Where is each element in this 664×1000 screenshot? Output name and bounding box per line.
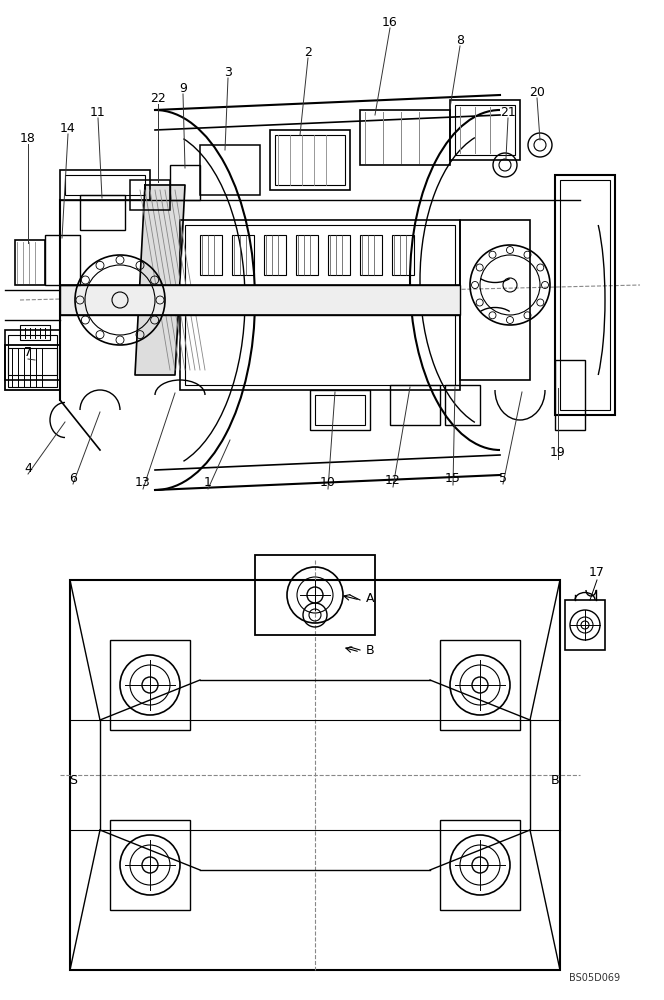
Text: 15: 15 xyxy=(445,473,461,486)
Bar xyxy=(315,395,365,425)
Bar xyxy=(460,220,530,380)
Bar xyxy=(15,240,45,285)
Text: 20: 20 xyxy=(529,86,545,99)
Bar xyxy=(560,180,610,410)
Bar xyxy=(5,330,60,380)
Bar xyxy=(445,385,480,425)
Bar xyxy=(270,130,350,190)
Bar xyxy=(440,640,520,730)
Text: 19: 19 xyxy=(550,446,566,460)
Bar xyxy=(110,820,190,910)
Bar xyxy=(110,640,190,730)
Bar xyxy=(450,100,520,160)
Bar xyxy=(296,235,318,275)
Bar xyxy=(65,175,145,195)
Bar xyxy=(232,235,254,275)
Text: 8: 8 xyxy=(456,33,464,46)
Text: 18: 18 xyxy=(20,131,36,144)
Bar xyxy=(180,220,460,390)
Bar xyxy=(360,110,450,165)
Text: 16: 16 xyxy=(382,15,398,28)
Bar xyxy=(392,235,414,275)
Bar xyxy=(555,360,585,430)
Text: 7: 7 xyxy=(24,347,32,360)
Text: 17: 17 xyxy=(589,566,605,578)
Bar xyxy=(70,580,560,970)
Bar xyxy=(200,145,260,195)
Text: B: B xyxy=(366,644,374,656)
Text: A: A xyxy=(366,591,374,604)
Bar xyxy=(170,165,200,200)
Text: 6: 6 xyxy=(69,472,77,485)
Text: 22: 22 xyxy=(150,92,166,104)
Bar xyxy=(275,135,345,185)
Polygon shape xyxy=(135,185,185,375)
Bar xyxy=(255,555,375,635)
Text: 5: 5 xyxy=(499,472,507,485)
Bar xyxy=(45,235,80,285)
Bar xyxy=(8,348,57,387)
Bar xyxy=(130,180,170,210)
Bar xyxy=(60,170,150,200)
Bar xyxy=(60,285,460,315)
Bar xyxy=(5,345,60,390)
Bar xyxy=(185,225,455,385)
Text: BS05D069: BS05D069 xyxy=(570,973,621,983)
Text: 13: 13 xyxy=(135,477,151,489)
Bar xyxy=(390,385,440,425)
Bar xyxy=(360,235,382,275)
Text: 2: 2 xyxy=(304,45,312,58)
Bar xyxy=(328,235,350,275)
Bar xyxy=(20,325,50,340)
Bar xyxy=(565,600,605,650)
Bar xyxy=(264,235,286,275)
Bar xyxy=(200,235,222,275)
Text: S: S xyxy=(69,774,77,786)
Text: 3: 3 xyxy=(224,66,232,79)
Text: 1: 1 xyxy=(204,477,212,489)
Text: 11: 11 xyxy=(90,105,106,118)
Text: 10: 10 xyxy=(320,477,336,489)
Bar xyxy=(8,335,57,375)
Text: 12: 12 xyxy=(385,475,401,488)
Text: 4: 4 xyxy=(24,462,32,475)
Bar xyxy=(440,820,520,910)
Text: 9: 9 xyxy=(179,82,187,95)
Text: B: B xyxy=(550,774,559,786)
Bar xyxy=(80,195,125,230)
Bar xyxy=(455,105,515,155)
Bar xyxy=(555,175,615,415)
Text: 14: 14 xyxy=(60,121,76,134)
Text: 21: 21 xyxy=(500,105,516,118)
Bar xyxy=(310,390,370,430)
